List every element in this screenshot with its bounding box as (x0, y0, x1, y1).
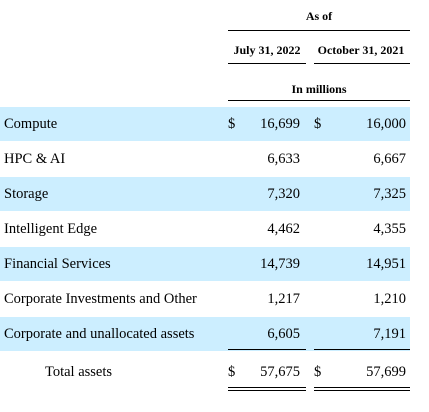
currency-symbol: $ (228, 116, 236, 132)
cell-value: 6,667 (373, 151, 406, 167)
cell-value: 1,217 (267, 291, 300, 307)
currency-symbol: $ (314, 364, 322, 380)
cell-value: 6,633 (267, 151, 300, 167)
rule (228, 100, 410, 101)
cell-value: 14,739 (260, 256, 300, 272)
column-header: October 31, 2021 (317, 43, 405, 57)
cell-value: 16,000 (366, 116, 406, 132)
cell-value: 16,699 (260, 116, 300, 132)
cell-value: 7,191 (373, 326, 406, 342)
header-title: As of (305, 9, 333, 23)
row-label: Compute (4, 116, 58, 132)
rule (314, 387, 410, 388)
cell-value: 14,951 (366, 256, 406, 272)
rule (228, 349, 306, 350)
cell-value: 6,605 (267, 326, 300, 342)
row-label: Corporate Investments and Other (4, 291, 197, 307)
rule (228, 63, 306, 64)
cell-value: 4,462 (267, 221, 300, 237)
row-label: Financial Services (4, 256, 111, 272)
rule (228, 387, 306, 388)
row-shading (0, 107, 410, 141)
units: In millions (291, 82, 347, 96)
row-label: Total assets (45, 364, 113, 380)
row-label: Corporate and unallocated assets (4, 326, 195, 342)
cell-value: 57,675 (260, 364, 300, 380)
rule (314, 349, 410, 350)
rule (314, 390, 410, 391)
row-label: Storage (4, 186, 49, 202)
currency-symbol: $ (228, 364, 236, 380)
cell-value: 4,355 (373, 221, 406, 237)
rule (314, 63, 410, 64)
rule (228, 390, 306, 391)
cell-value: 57,699 (366, 364, 406, 380)
cell-value: 7,325 (373, 186, 406, 202)
currency-symbol: $ (314, 116, 322, 132)
row-shading (0, 317, 410, 351)
row-label: HPC & AI (4, 151, 66, 167)
rule (228, 30, 410, 31)
row-label: Intelligent Edge (4, 221, 98, 237)
row-shading (0, 247, 410, 281)
cell-value: 7,320 (267, 186, 300, 202)
column-header: July 31, 2022 (233, 43, 301, 57)
row-shading (0, 177, 410, 211)
cell-value: 1,210 (373, 291, 406, 307)
